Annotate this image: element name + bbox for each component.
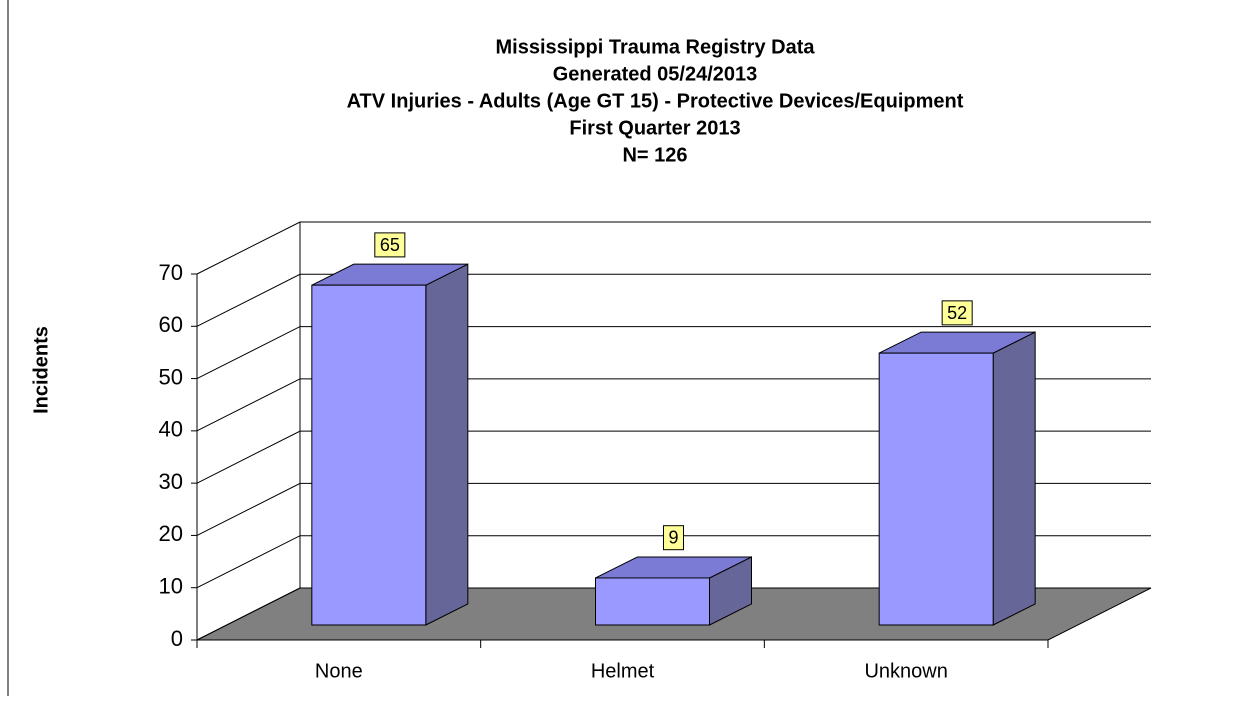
y-tick-label: 40 [159,417,183,442]
value-label: 65 [380,235,400,255]
grid-line [196,430,1151,484]
grid-line [196,221,1151,275]
grid-line [196,273,1151,327]
chart-subtitle: Generated 05/24/2013 [553,63,758,85]
bar [595,577,710,626]
chart-subtitle: ATV Injuries - Adults (Age GT 15) - Prot… [347,90,964,112]
x-tick-label: Unknown [864,660,947,682]
y-tick-label: 70 [159,260,183,285]
chart-title: Mississippi Trauma Registry Data [495,36,815,58]
y-tick-label: 60 [159,312,183,337]
value-label-box [374,232,406,258]
grid-line [196,482,1151,536]
y-tick-label: 20 [159,521,183,546]
bar-side [425,263,469,626]
grid-line [196,378,1151,432]
bar [878,352,994,626]
grid-line [196,587,1151,641]
grid-line [196,535,1151,589]
y-tick-label: 50 [159,364,183,389]
value-label-box [662,525,685,551]
chart-subtitle: First Quarter 2013 [569,117,740,139]
value-label-box [941,300,973,326]
value-label: 9 [668,528,678,548]
grid-line [196,326,1151,380]
y-tick-label: 0 [171,626,183,651]
y-axis-label: Incidents [30,326,52,414]
x-tick-label: Helmet [591,660,655,682]
chart-subtitle: N= 126 [622,144,687,166]
value-label: 52 [947,303,967,323]
y-tick-label: 30 [159,469,183,494]
bar [311,284,427,626]
y-tick-label: 10 [159,574,183,599]
bar-side [992,331,1036,626]
x-tick-label: None [315,660,363,682]
